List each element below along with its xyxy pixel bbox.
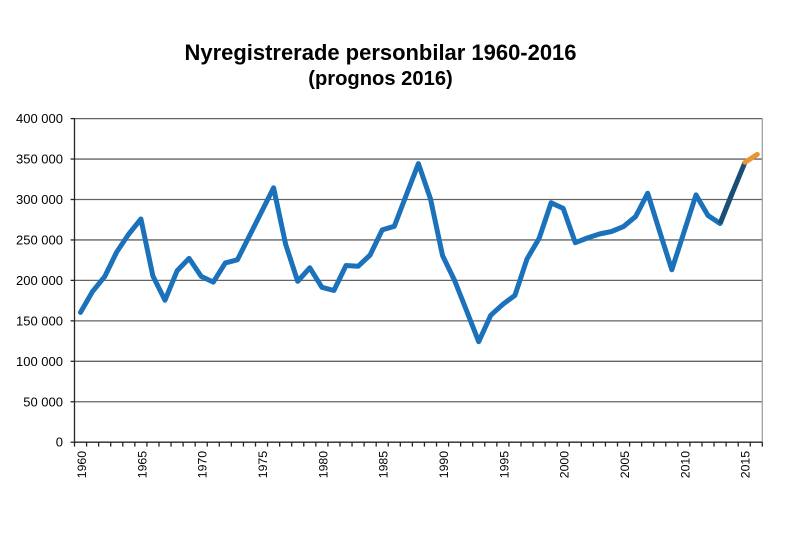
svg-text:50 000: 50 000 [23,394,63,409]
svg-text:1985: 1985 [377,451,391,479]
svg-text:2015: 2015 [739,451,753,479]
svg-text:400 000: 400 000 [16,111,63,126]
svg-text:0: 0 [56,435,63,450]
svg-text:1995: 1995 [497,451,511,479]
svg-text:250 000: 250 000 [16,233,63,248]
svg-text:300 000: 300 000 [16,192,63,207]
svg-text:1965: 1965 [135,451,149,479]
svg-text:200 000: 200 000 [16,273,63,288]
svg-text:350 000: 350 000 [16,152,63,167]
svg-text:1975: 1975 [256,451,270,479]
svg-text:2005: 2005 [618,451,632,479]
svg-text:2000: 2000 [558,451,572,479]
svg-text:1960: 1960 [75,451,89,479]
svg-text:100 000: 100 000 [16,354,63,369]
svg-text:1980: 1980 [316,451,330,479]
svg-text:Nyregistrerade personbilar 196: Nyregistrerade personbilar 1960-2016 [185,40,577,65]
svg-text:(prognos 2016): (prognos 2016) [308,67,453,90]
svg-text:150 000: 150 000 [16,313,63,328]
svg-text:1990: 1990 [437,451,451,479]
svg-text:1970: 1970 [196,451,210,479]
svg-text:2010: 2010 [678,451,692,479]
